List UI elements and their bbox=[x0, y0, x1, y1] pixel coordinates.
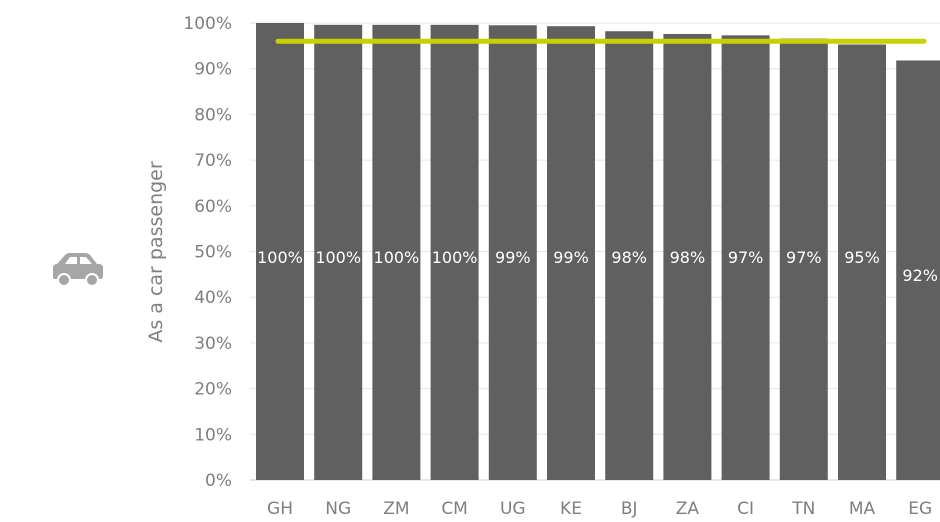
y-tick-label: 50% bbox=[194, 243, 232, 263]
bar bbox=[314, 24, 363, 480]
category-label: MA bbox=[849, 499, 876, 519]
data-label: 99% bbox=[495, 248, 531, 267]
bar bbox=[779, 38, 828, 481]
data-label: 97% bbox=[728, 248, 764, 267]
data-label: 100% bbox=[374, 248, 420, 267]
data-label: 95% bbox=[844, 248, 880, 267]
category-label: CI bbox=[737, 499, 754, 519]
category-label: UG bbox=[500, 499, 526, 519]
y-tick-label: 100% bbox=[183, 14, 232, 34]
y-tick-label: 0% bbox=[205, 471, 232, 491]
y-tick-label: 70% bbox=[194, 151, 232, 171]
bar bbox=[430, 24, 479, 480]
y-axis-title: As a car passenger bbox=[145, 161, 167, 343]
y-axis-ticks: 0% 10% 20% 30% 40% 50% 60% 70% 80% 90% 100% bbox=[183, 14, 232, 491]
bar bbox=[605, 31, 654, 480]
bars bbox=[256, 23, 940, 481]
category-label: CM bbox=[441, 499, 468, 519]
data-label: 100% bbox=[432, 248, 478, 267]
bar bbox=[721, 35, 770, 481]
category-label: KE bbox=[560, 499, 582, 519]
y-tick-label: 90% bbox=[194, 60, 232, 80]
bar bbox=[547, 26, 595, 480]
data-label: 98% bbox=[670, 248, 706, 267]
data-label: 98% bbox=[611, 248, 647, 267]
category-label: ZA bbox=[676, 499, 700, 519]
data-label: 100% bbox=[315, 248, 361, 267]
category-label: BJ bbox=[621, 499, 638, 519]
category-label: GH bbox=[267, 499, 293, 519]
data-label: 99% bbox=[553, 248, 589, 267]
bar bbox=[372, 24, 421, 480]
y-tick-label: 30% bbox=[194, 334, 232, 354]
category-label: TN bbox=[791, 499, 815, 519]
bar bbox=[256, 23, 304, 480]
bar bbox=[488, 25, 537, 480]
y-tick-label: 60% bbox=[194, 197, 232, 217]
bar bbox=[838, 44, 886, 480]
data-label: 100% bbox=[257, 248, 303, 267]
y-tick-label: 40% bbox=[194, 288, 232, 308]
data-labels: 100% 100% 100% 100% 99% 99% 98% 98% 97% 97% 95% 92% bbox=[257, 248, 938, 285]
y-tick-label: 80% bbox=[194, 105, 232, 125]
category-labels: GH NG ZM CM UG KE BJ ZA CI TN MA EG bbox=[267, 499, 932, 519]
y-tick-label: 10% bbox=[194, 425, 232, 445]
bar bbox=[896, 60, 940, 480]
car-icon bbox=[53, 253, 103, 287]
bar bbox=[663, 33, 712, 481]
data-label: 97% bbox=[786, 248, 822, 267]
category-label: ZM bbox=[383, 499, 409, 519]
category-label: EG bbox=[908, 499, 932, 519]
y-tick-label: 20% bbox=[194, 380, 232, 400]
data-label: 92% bbox=[902, 266, 938, 285]
category-label: NG bbox=[325, 499, 351, 519]
